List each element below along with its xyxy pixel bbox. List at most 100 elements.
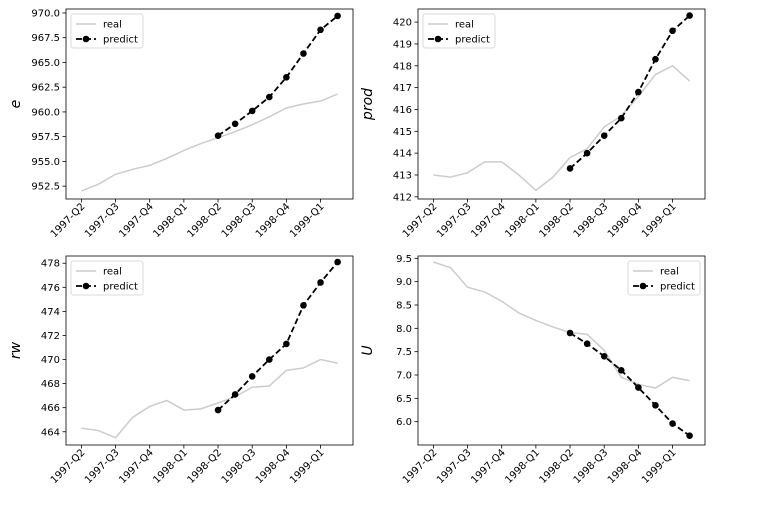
x-tick-label: 1999-Q1 [288,447,327,486]
series-predict-point [652,55,659,63]
legend-label-predict: predict [660,282,695,293]
x-tick-label: 1997-Q2 [401,447,440,486]
y-tick-label: 419 [393,39,412,50]
x-tick-label: 1998-Q1 [503,201,542,240]
series-predict-point [669,420,676,427]
x-tick-label: 1999-Q1 [640,201,679,240]
series-predict-point [617,367,625,374]
y-tick-label: 464 [41,427,60,438]
series-predict-point [231,391,239,398]
legend: real predict [70,13,144,49]
series-predict-point [583,149,591,157]
y-tick-label: 9.5 [396,254,412,265]
y-tick-label: 9.0 [396,277,412,288]
x-tick-label: 1997-Q4 [117,201,156,240]
x-tick-label: 1998-Q3 [220,201,259,240]
y-tick-label: 466 [41,403,60,414]
y-tick-label: 420 [393,18,412,29]
series-predict-point [566,165,574,172]
y-tick-label: 474 [41,307,60,318]
x-tick-label: 1997-Q2 [401,201,440,240]
x-tick-label: 1998-Q3 [220,447,259,486]
x-tick-label: 1998-Q1 [151,201,190,240]
x-tick-label: 1999-Q1 [640,447,679,486]
x-tick-label: 1998-Q4 [606,201,645,240]
series-predict-line [217,15,339,137]
series-predict-point [652,402,659,409]
series-predict-point [214,406,222,414]
series-predict-point [566,329,574,337]
series-predict-point [617,114,625,122]
series-predict-point [248,107,256,115]
series-predict-point [265,356,273,363]
series-predict-point [248,373,256,380]
series-predict-line [569,332,691,437]
legend-marker-predict [82,35,90,43]
y-tick-label: 418 [393,61,412,72]
series-predict-point [283,340,290,348]
series-predict-line [569,14,691,170]
axes-frame [65,8,354,200]
y-tick-label: 960.0 [31,107,60,118]
y-tick-label: 957.5 [31,132,60,143]
axes-frame [65,255,354,446]
series-predict-point [686,432,693,439]
series-predict-point [334,258,341,266]
x-tick-label: 1997-Q3 [83,201,122,240]
legend: real predict [70,260,144,296]
y-tick-label: 962.5 [31,83,60,94]
legend: real predict [422,13,496,49]
series-real-line [81,358,338,439]
legend-label-predict: predict [103,282,138,293]
series-predict-point [300,302,307,309]
y-tick-label: 468 [41,379,60,390]
series-predict-point [300,50,307,57]
y-tick-label: 6.5 [396,394,412,405]
series-predict-point [334,12,341,20]
y-tick-label: 412 [393,192,412,203]
series-real-line [81,93,338,192]
y-tick-label: 415 [393,127,412,138]
x-tick-label: 1998-Q4 [254,201,293,240]
series-predict-point [669,27,676,35]
y-tick-label: 967.5 [31,33,60,44]
legend-marker-predict [434,35,442,43]
series-predict-point [635,384,642,391]
series-predict-point [583,340,591,348]
x-tick-label: 1997-Q3 [83,447,122,486]
legend-label-real: real [103,20,122,31]
x-tick-label: 1997-Q4 [469,201,508,240]
y-tick-label: 417 [393,83,412,94]
series-predict-point [317,279,324,286]
y-tick-label: 416 [393,105,412,116]
x-tick-label: 1998-Q4 [606,447,645,486]
y-tick-label: 6.0 [396,417,412,428]
series-predict-point [231,120,239,128]
legend: real predict [627,260,701,296]
y-tick-label: 952.5 [31,182,60,193]
series-predict-point [635,88,642,96]
axes-frame [417,255,706,446]
series-predict-point [214,132,222,139]
y-tick-label: 8.5 [396,301,412,312]
x-tick-label: 1997-Q3 [435,447,474,486]
legend-label-real: real [103,267,122,278]
y-tick-label: 970.0 [31,8,60,19]
legend-marker-predict [639,282,647,290]
y-tick-label: 472 [41,331,60,342]
x-tick-label: 1997-Q3 [435,201,474,240]
x-tick-label: 1997-Q2 [49,447,88,486]
y-axis-label: rw [8,341,24,359]
series-real-line [433,64,691,192]
series-predict-point [686,12,693,19]
legend-label-predict: predict [103,35,138,46]
subplot-3: 4644664684704724744764781997-Q21997-Q319… [8,255,354,486]
series-real-line [433,261,690,389]
x-tick-label: 1997-Q4 [117,447,156,486]
legend-label-predict: predict [455,35,490,46]
y-axis-label: prod [360,88,376,121]
x-tick-label: 1999-Q1 [288,201,327,240]
y-tick-label: 7.5 [396,347,412,358]
x-tick-label: 1997-Q4 [469,447,508,486]
